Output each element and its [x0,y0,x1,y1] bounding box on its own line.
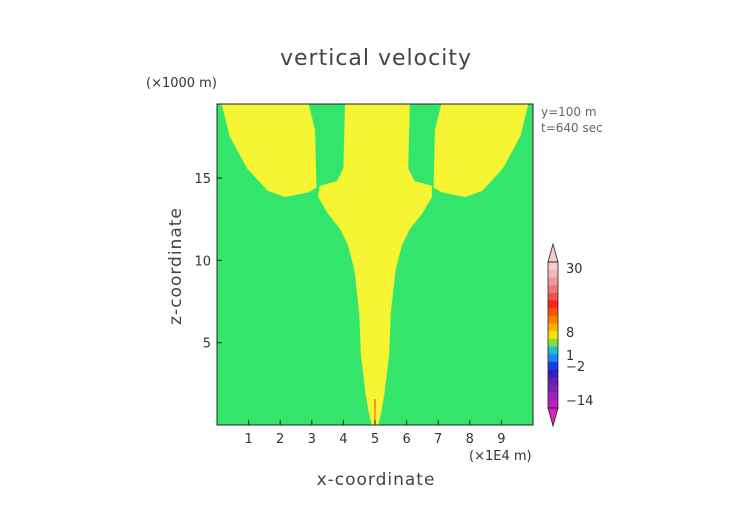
colorbar-segment [548,285,558,294]
colorbar-segment [548,346,558,355]
x-axis-unit: (×1E4 m) [469,449,532,464]
x-tick-label: 3 [308,432,316,447]
x-tick-label: 6 [402,432,410,447]
colorbar-label: 30 [566,262,583,277]
colorbar-segment [548,400,558,409]
y-tick-label: 10 [194,254,211,269]
velocity-core [374,399,376,425]
x-axis-ticks: 1 2 3 4 5 6 7 8 9 [244,420,506,447]
velocity-region-center [318,104,432,425]
info-time: t=640 sec [541,121,603,135]
y-tick-label: 5 [203,337,211,352]
y-tick-label: 15 [194,172,211,187]
x-tick-label: 5 [371,432,379,447]
velocity-region-left [221,104,317,198]
colorbar-segment [548,331,558,340]
chart-title: vertical velocity [279,46,472,71]
x-tick-label: 8 [466,432,474,447]
colorbar-segment [548,323,558,332]
colorbar-segment [548,361,558,370]
x-axis-label: x-coordinate [316,470,436,490]
colorbar-segment [548,338,558,347]
x-tick-label: 1 [244,432,252,447]
velocity-region-right [433,104,529,198]
info-y-position: y=100 m [541,105,597,119]
colorbar-label: 8 [566,326,574,341]
x-tick-label: 9 [497,432,505,447]
colorbar-label: −2 [566,360,585,375]
colorbar-segment [548,300,558,309]
colorbar-segment [548,384,558,394]
plot-area [216,103,534,426]
colorbar-segment [548,354,558,363]
x-tick-label: 7 [434,432,442,447]
colorbar-top-arrow [547,242,559,263]
colorbar-segment [548,308,558,317]
colorbar-label: −14 [566,394,593,409]
x-tick-label: 2 [276,432,284,447]
colorbar-segment [548,269,558,278]
colorbar-segment [548,315,558,324]
colorbar-bottom-arrow [547,407,559,428]
colorbar: 30 8 1−2 −14 [547,242,593,428]
colorbar-segment [548,262,558,271]
colorbar-segment [548,392,558,401]
colorbar-segment [548,377,558,386]
colorbar-frame [547,261,559,409]
z-axis-unit: (×1000 m) [146,76,217,91]
x-tick-label: 4 [339,432,347,447]
colorbar-label: 1 [566,349,574,364]
colorbar-segment [548,277,558,286]
colorbar-segment [548,292,558,301]
y-axis-ticks: 5 10 15 [194,172,222,352]
velocity-field [221,104,529,425]
colorbar-segment [548,369,558,378]
